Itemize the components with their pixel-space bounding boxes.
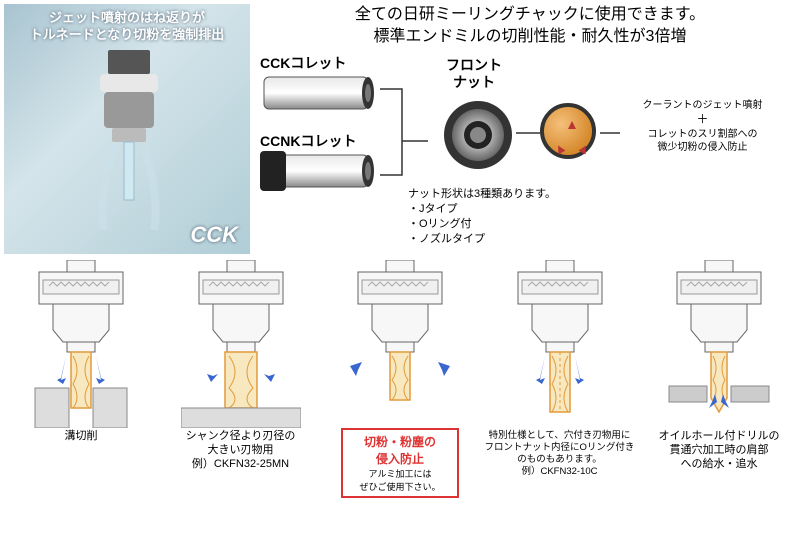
tool-svg-3 bbox=[340, 260, 460, 428]
cap-5-l2: 貫通穴加工時の肩部 bbox=[644, 444, 794, 458]
cap-5-l3: への給水・追水 bbox=[644, 458, 794, 472]
headline: 全ての日研ミーリングチャックに使用できます。 標準エンドミルの切削性能・耐久性が… bbox=[260, 4, 800, 47]
tool-col-3: 切粉・粉塵の 侵入防止 アルミ加工には ぜひご使用下さい。 bbox=[325, 260, 475, 498]
cap-3-red1: 切粉・粉塵の bbox=[347, 433, 453, 450]
front-nut-l1: フロント bbox=[446, 57, 502, 73]
collet2-label: CCNKコレット bbox=[260, 131, 356, 151]
tool-svg-5 bbox=[659, 260, 779, 428]
side-text: クーラントのジェット噴射 ＋ コレットのスリ割部への 微少切粉の侵入防止 bbox=[620, 99, 785, 154]
photo-label: CCK bbox=[190, 222, 238, 248]
cap-4-l4: 例）CKFN32-10C bbox=[485, 466, 635, 478]
cap-4-l2: フロントナット内径にOリング付き bbox=[485, 442, 635, 454]
tool-col-4: 特別仕様として、穴付き刃物用に フロントナット内径にOリング付き のものもありま… bbox=[485, 260, 635, 498]
front-nut-label: フロント ナット bbox=[446, 57, 502, 91]
side-l1: クーラントのジェット噴射 bbox=[620, 99, 785, 112]
headline-l2: 標準エンドミルの切削性能・耐久性が3倍増 bbox=[260, 26, 800, 48]
collet1-label: CCKコレット bbox=[260, 53, 346, 73]
cap-5: オイルホール付ドリルの 貫通穴加工時の肩部 への給水・追水 bbox=[644, 430, 794, 471]
nut-note: ナット形状は3種類あります。 ・Jタイプ ・Oリング付 ・ノズルタイプ bbox=[408, 187, 556, 246]
cap-4-l1: 特別仕様として、穴付き刃物用に bbox=[485, 430, 635, 442]
bracket bbox=[378, 71, 442, 191]
diagram: CCKコレット CCNKコレット フロント ナット bbox=[260, 53, 800, 253]
cap-4-l3: のものもあります。 bbox=[485, 454, 635, 466]
photo-caption-l1: ジェット噴射のはね返りが bbox=[49, 10, 205, 25]
headline-l1: 全ての日研ミーリングチャックに使用できます。 bbox=[260, 4, 800, 26]
front-nut-l2: ナット bbox=[453, 74, 495, 90]
hero-photo: ジェット噴射のはね返りが トルネードとなり切粉を強制排出 CCK bbox=[4, 4, 250, 254]
nut-note-1: ・Jタイプ bbox=[408, 202, 556, 217]
cap-3-sub1: アルミ加工には bbox=[347, 467, 453, 480]
tool-col-2: シャンク径より刃径の 大きい刃物用 例）CKFN32-25MN bbox=[166, 260, 316, 498]
connector-line bbox=[516, 131, 540, 135]
side-l3: 微少切粉の侵入防止 bbox=[620, 141, 785, 154]
side-plus: ＋ bbox=[620, 112, 785, 128]
tool-col-1: 溝切削 bbox=[6, 260, 156, 498]
chuck-photo-illust bbox=[90, 50, 168, 230]
cap-2: シャンク径より刃径の 大きい刃物用 例）CKFN32-25MN bbox=[166, 430, 316, 471]
cap-3-red2: 侵入防止 bbox=[347, 450, 453, 467]
bottom-row: 溝切削 シャンク径より刃径の 大きい刃物用 例）CKFN32-25MN 切 bbox=[0, 254, 800, 498]
cap-3-sub2: ぜひご使用下さい。 bbox=[347, 480, 453, 493]
connector-line-2 bbox=[600, 131, 620, 135]
front-nut-img bbox=[438, 95, 518, 175]
cap-5-l1: オイルホール付ドリルの bbox=[644, 430, 794, 444]
cap-2-l2: 大きい刃物用 bbox=[166, 444, 316, 458]
tool-col-5: オイルホール付ドリルの 貫通穴加工時の肩部 への給水・追水 bbox=[644, 260, 794, 498]
photo-caption-l2: トルネードとなり切粉を強制排出 bbox=[30, 27, 225, 42]
nut-note-2: ・Oリング付 bbox=[408, 217, 556, 232]
nut-note-3: ・ノズルタイプ bbox=[408, 232, 556, 247]
cap-2-l1: シャンク径より刃径の bbox=[166, 430, 316, 444]
nut-note-title: ナット形状は3種類あります。 bbox=[408, 187, 556, 202]
tool-svg-1 bbox=[21, 260, 141, 428]
cap-3-box: 切粉・粉塵の 侵入防止 アルミ加工には ぜひご使用下さい。 bbox=[341, 428, 459, 498]
collet1-img bbox=[260, 71, 376, 115]
cap-4: 特別仕様として、穴付き刃物用に フロントナット内径にOリング付き のものもありま… bbox=[485, 430, 635, 478]
side-l2: コレットのスリ割部への bbox=[620, 128, 785, 141]
photo-caption: ジェット噴射のはね返りが トルネードとなり切粉を強制排出 bbox=[12, 10, 242, 44]
tool-svg-2 bbox=[181, 260, 301, 428]
tool-svg-4 bbox=[500, 260, 620, 428]
cap-2-l3: 例）CKFN32-25MN bbox=[166, 458, 316, 472]
collet2-img bbox=[260, 149, 376, 193]
cap-1: 溝切削 bbox=[6, 430, 156, 444]
orange-disc bbox=[540, 103, 596, 159]
